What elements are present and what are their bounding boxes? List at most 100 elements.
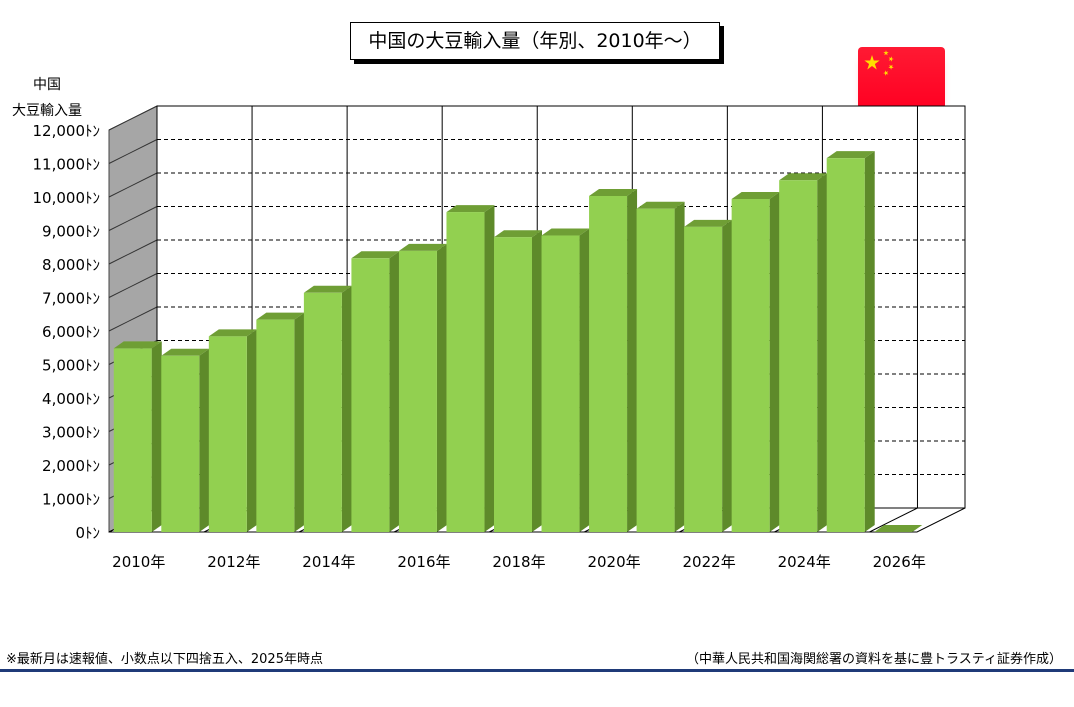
side-gridline <box>108 206 158 231</box>
bar-top <box>636 201 685 209</box>
footnote: ※最新月は速報値、小数点以下四捨五入、2025年時点 <box>6 652 323 667</box>
bar-side <box>484 205 495 532</box>
bar-side <box>769 192 780 532</box>
chart-title: 中国の大豆輸入量（年別、2010年～） <box>350 22 720 60</box>
bar-side <box>341 285 352 532</box>
bar <box>208 329 257 532</box>
bar-front <box>208 336 247 532</box>
bar-front <box>494 237 532 532</box>
side-gridline <box>108 105 158 131</box>
side-gridline <box>108 306 158 332</box>
bar-side <box>532 230 542 532</box>
y-tick-label: 7,000ﾄﾝ <box>42 290 100 308</box>
bar <box>731 192 780 532</box>
x-tick-label: 2020年 <box>587 553 640 571</box>
chart-bars <box>113 151 923 532</box>
y-tick-label: 4,000ﾄﾝ <box>42 390 100 408</box>
side-gridline <box>108 273 158 298</box>
bar-front <box>161 355 200 532</box>
bar-top <box>351 251 400 259</box>
bar-side <box>864 151 875 532</box>
bar-front <box>256 319 295 532</box>
side-gridline <box>108 239 158 265</box>
y-tick-label: 2,000ﾄﾝ <box>42 457 100 475</box>
y-tick-label: 1,000ﾄﾝ <box>42 491 100 509</box>
bar-top <box>446 205 495 213</box>
bar <box>779 173 828 532</box>
bar <box>826 151 875 532</box>
bar-top <box>256 312 305 320</box>
bar-front <box>684 226 723 532</box>
flag-stars <box>864 50 894 76</box>
bar <box>446 205 495 532</box>
bar-top <box>731 192 780 200</box>
x-tick-label: 2016年 <box>397 553 450 571</box>
bar-side <box>294 312 305 532</box>
y-axis-title: 中国 大豆輸入量 <box>8 72 86 124</box>
bar-chart: 0ﾄﾝ 1,000ﾄﾝ 2,000ﾄﾝ 3,000ﾄﾝ 4,000ﾄﾝ 5,000ﾄﾝ 6,… <box>33 105 966 571</box>
bar-side <box>389 251 400 532</box>
bar <box>541 228 590 532</box>
bar <box>351 251 400 532</box>
bar-front <box>303 292 342 532</box>
y-tick-label: 9,000ﾄﾝ <box>42 223 100 241</box>
bar <box>113 341 162 532</box>
bar-side <box>817 173 828 532</box>
source-note: （中華人民共和国海関総署の資料を基に豊トラスティ証券作成） <box>686 652 1062 667</box>
y-tick-label: 0ﾄﾝ <box>75 524 100 542</box>
y-tick-label: 11,000ﾄﾝ <box>33 156 101 174</box>
bar-side <box>627 188 638 532</box>
x-axis-ticks: 2010年 2012年 2014年 2016年 2018年 2020年 2022年 2024年… <box>112 553 926 571</box>
floor-gridline <box>869 507 918 533</box>
bar-front <box>351 258 390 532</box>
bar-front <box>826 158 865 532</box>
x-tick-label: 2018年 <box>492 553 545 571</box>
bar-front <box>636 208 675 532</box>
bar-front <box>589 195 628 532</box>
bar <box>494 230 542 532</box>
bar-side <box>199 348 210 532</box>
bottom-rule <box>0 669 1074 672</box>
bar-top <box>541 228 590 236</box>
bar <box>161 348 210 532</box>
bar-side <box>579 228 590 532</box>
y-tick-label: 6,000ﾄﾝ <box>42 323 100 341</box>
bar-front <box>446 212 485 532</box>
bar-front <box>398 250 437 532</box>
bar <box>589 188 638 532</box>
china-flag-icon <box>858 47 945 109</box>
bar-top <box>874 525 923 532</box>
bar-side <box>436 243 447 532</box>
bar-top <box>398 243 447 251</box>
y-axis-title-line-2: 大豆輸入量 <box>12 103 82 119</box>
bar-front <box>113 348 152 532</box>
bar <box>303 285 352 532</box>
bar <box>256 312 305 532</box>
x-tick-label: 2010年 <box>112 553 165 571</box>
x-tick-label: 2026年 <box>873 553 926 571</box>
y-tick-label: 10,000ﾄﾝ <box>33 189 101 207</box>
bar-front <box>779 180 818 532</box>
y-tick-label: 8,000ﾄﾝ <box>42 256 100 274</box>
bar-front <box>731 199 770 532</box>
bar-top <box>589 188 638 196</box>
bar-top <box>303 285 352 293</box>
bar-front <box>541 235 580 532</box>
bar-top <box>826 151 875 159</box>
bar-side <box>674 201 685 532</box>
bar <box>636 201 685 532</box>
y-axis-title-line-1: 中国 <box>33 77 61 93</box>
x-tick-label: 2014年 <box>302 553 355 571</box>
y-tick-label: 12,000ﾄﾝ <box>33 122 101 140</box>
bar <box>874 525 923 532</box>
bar-side <box>151 341 162 532</box>
bar <box>684 219 733 532</box>
bar-top <box>779 173 828 181</box>
side-gridline <box>108 172 158 198</box>
bar-side <box>722 219 733 532</box>
x-tick-label: 2012年 <box>207 553 260 571</box>
bar <box>398 243 447 532</box>
x-tick-label: 2022年 <box>683 553 736 571</box>
bar-side <box>246 329 257 532</box>
side-gridline <box>108 139 158 164</box>
